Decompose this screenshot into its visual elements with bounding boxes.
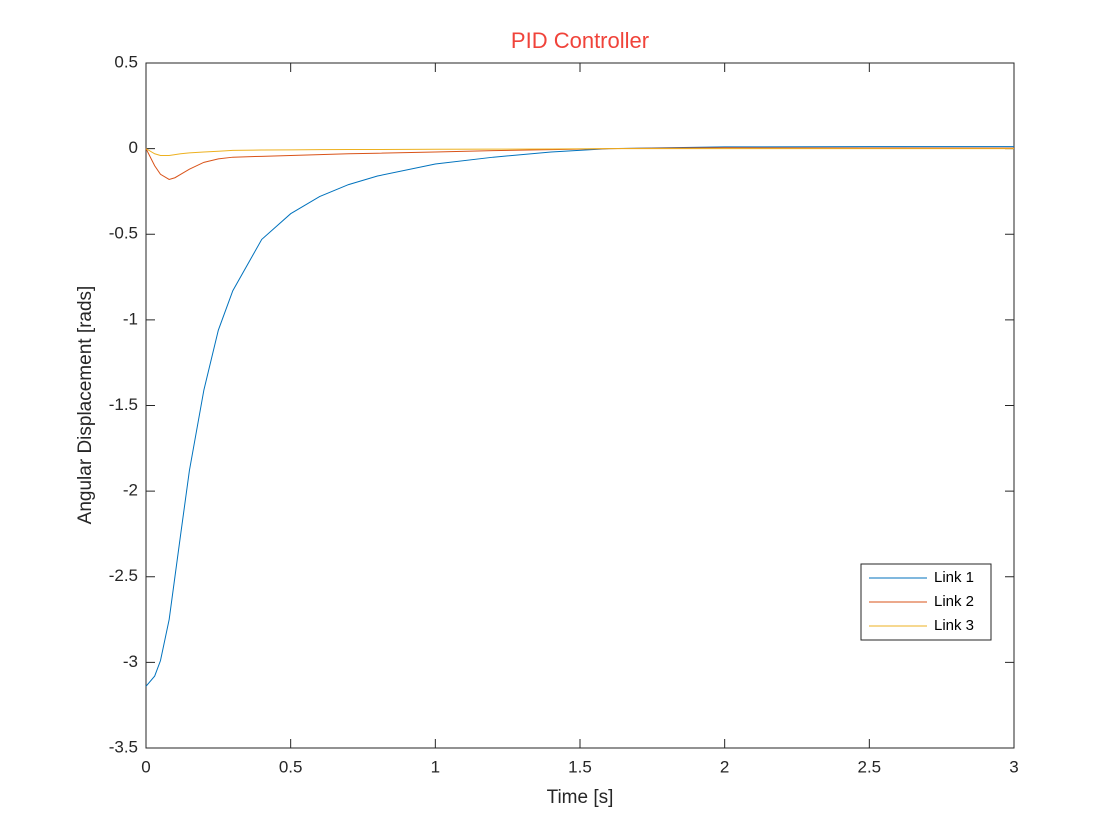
x-tick-label: 0 [141, 757, 150, 776]
x-tick-label: 1.5 [568, 757, 592, 776]
legend: Link 1 Link 2 Link 3 [860, 563, 992, 641]
x-tick-label: 1 [431, 757, 440, 776]
y-tick-label: -1 [123, 309, 138, 328]
y-tick-label: -1.5 [109, 395, 138, 414]
y-tick-label: 0.5 [114, 52, 138, 71]
legend-text: Link 2 [934, 593, 974, 610]
y-tick-label: -3.5 [109, 737, 138, 756]
chart-title: PID Controller [511, 28, 649, 53]
plot-frame [145, 62, 1015, 749]
y-tick-label: -3 [123, 652, 138, 671]
y-tick-label: -0.5 [109, 224, 138, 243]
x-tick-label: 3 [1009, 757, 1018, 776]
x-tick-label: 2 [720, 757, 729, 776]
x-tick-label: 2.5 [858, 757, 882, 776]
y-tick-label: -2.5 [109, 566, 138, 585]
x-tick-label: 0.5 [279, 757, 303, 776]
legend-text: Link 3 [934, 617, 974, 634]
y-axis-label: Angular Displacement [rads] [75, 286, 96, 525]
series-line [145, 148, 1014, 156]
x-axis-label: Time [s] [547, 787, 614, 808]
y-tick-label: 0 [129, 138, 138, 157]
y-tick-label: -2 [123, 481, 138, 500]
legend-text: Link 1 [934, 569, 974, 586]
